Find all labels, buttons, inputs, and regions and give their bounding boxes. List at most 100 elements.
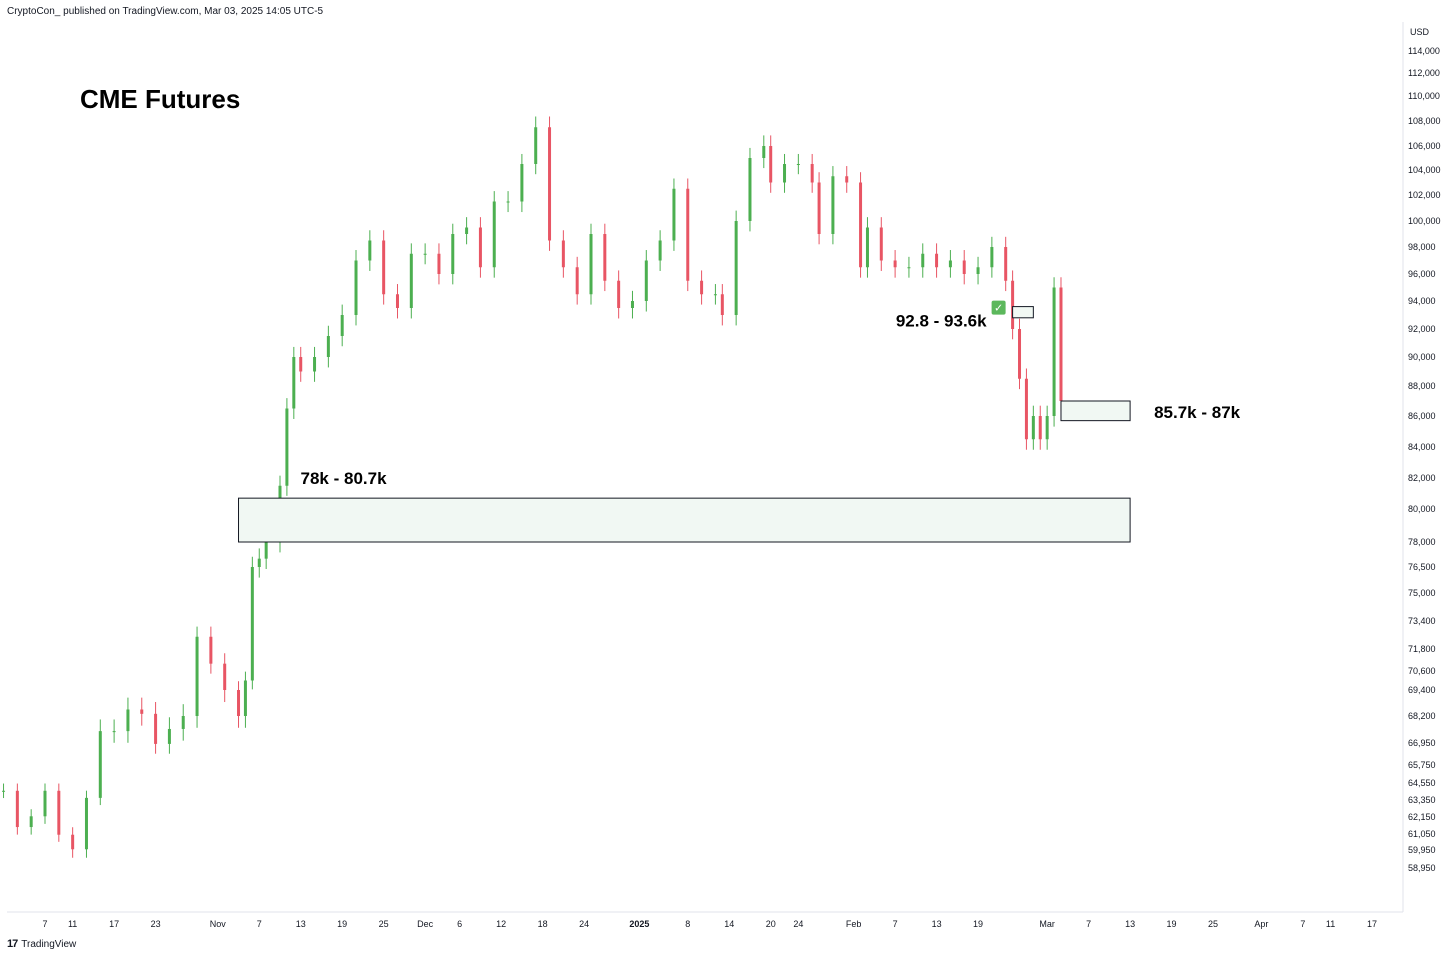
candle-body [71,834,75,850]
candle-body [720,294,724,315]
price-tick-label: 76,500 [1408,562,1436,572]
zone-mid-label: 85.7k - 87k [1154,403,1241,422]
time-tick-label: 19 [337,919,347,929]
candle-body [520,164,524,202]
candle-body [1004,247,1008,281]
candle-body [395,294,399,308]
candle-body [2,790,6,792]
candle-body [15,790,19,828]
candle-body [921,253,925,268]
publish-info: CryptoCon_ published on TradingView.com,… [7,6,324,17]
candle-body [561,240,565,268]
candle-body [990,247,994,268]
time-tick-label: 7 [257,919,262,929]
price-tick-label: 112,000 [1408,68,1440,78]
price-tick-label: 114,000 [1408,46,1440,56]
price-tick-label: 98,000 [1408,242,1436,252]
candle-body [126,709,130,732]
candle-body [368,240,372,261]
candle-body [948,260,952,268]
currency-label: USD [1410,27,1430,37]
candle-body [299,357,303,372]
candle-body [893,260,897,268]
candle-body [98,731,102,798]
candle-body [478,227,482,268]
time-tick-label: 11 [1326,919,1335,929]
brand-name: TradingView [21,938,77,950]
time-tick-label: 6 [457,919,462,929]
price-tick-label: 65,750 [1408,760,1436,770]
price-axis[interactable]: 114,000 112,000 110,000 108,000 106,000 104,0… [1408,46,1441,873]
price-tick-label: 69,400 [1408,685,1436,695]
price-tick-label: 90,000 [1408,352,1436,362]
price-tick-label: 108,000 [1408,116,1441,126]
price-tick-label: 100,000 [1408,216,1441,226]
candle-body [354,260,358,315]
zones-layer: 92.8 - 93.6k ✓ 85.7k - 87k 78k - 80.7k [238,300,1241,543]
candle-body [195,636,199,716]
candle-body [575,267,579,295]
candle-body [57,790,61,835]
price-tick-label: 82,000 [1408,473,1436,483]
candle-body [879,227,883,261]
time-tick-label: 7 [1300,919,1305,929]
candle-body [1018,329,1022,379]
candle-body [762,146,766,158]
candle-body [451,234,455,274]
zone-high-box [1012,306,1034,319]
time-tick-label: 14 [724,919,734,929]
candle-body [382,240,386,295]
time-tick-label: 13 [296,919,306,929]
time-tick-label: 17 [109,919,119,929]
candle-body [859,182,863,268]
price-tick-label: 58,950 [1408,863,1436,873]
price-tick-label: 92,000 [1408,324,1436,334]
price-tick-label: 70,600 [1408,666,1436,676]
time-tick-label: 7 [42,919,47,929]
price-tick-label: 66,950 [1408,738,1436,748]
candle-body [865,227,869,268]
zone-mid-box [1060,400,1131,422]
candle-body [831,176,835,234]
candle-body [257,558,261,567]
candle-body [1045,416,1049,440]
time-tick-label: 11 [68,919,77,929]
candle-body [672,188,676,241]
time-axis[interactable]: 7 11 17 23 Nov 7 13 19 25 Dec 6 12 18 24 2025 8 14 20 24 Fe… [42,919,1377,929]
zone-low-box [238,497,1131,543]
time-tick-label: 13 [1125,919,1135,929]
tradingview-footer: 17 TradingView [7,938,76,950]
candle-body [140,709,144,714]
candle-body [43,790,47,817]
candle-body [1011,280,1015,329]
time-tick-label: 20 [766,919,776,929]
price-tick-label: 106,000 [1408,141,1441,151]
time-tick-label: 17 [1367,919,1377,929]
candle-body [181,716,185,729]
time-tick-label: 25 [379,919,389,929]
candle-body [264,542,268,559]
candle-body [1059,287,1063,401]
candles-layer [2,116,1063,858]
price-tick-label: 75,000 [1408,588,1436,598]
candle-body [167,728,171,744]
time-tick-label: 2025 [629,919,649,929]
price-tick-label: 59,950 [1408,845,1436,855]
time-tick-label: 25 [1208,919,1218,929]
price-tick-label: 88,000 [1408,381,1436,391]
time-tick-label: Dec [417,919,434,929]
candle-body [237,690,241,716]
time-tick-label: Apr [1254,919,1268,929]
candle-body [817,182,821,234]
candle-body [796,164,800,165]
time-tick-label: 8 [685,919,690,929]
candle-body [962,260,966,274]
time-tick-label: Mar [1039,919,1055,929]
candle-body [506,201,510,203]
candle-body [465,227,469,234]
price-tick-label: 86,000 [1408,411,1436,421]
candle-body [935,253,939,268]
candle-body [1031,416,1035,440]
price-tick-label: 104,000 [1408,165,1441,175]
